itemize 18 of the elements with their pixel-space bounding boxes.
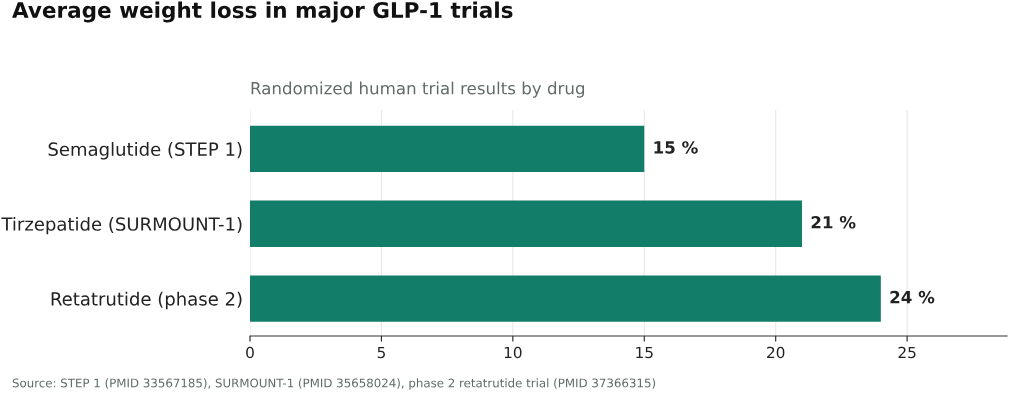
bar [250, 275, 881, 322]
x-tick-label: 25 [898, 346, 916, 359]
bar [250, 125, 645, 173]
source-note: Source: STEP 1 (PMID 33567185), SURMOUNT-1 (PMID 35658024), phase 2 retatrutide trial (PMID 37366315) [12, 378, 656, 390]
y-tick-label: Tirzepatide (SURMOUNT-1) [1, 216, 242, 235]
x-tick-label: 20 [767, 346, 785, 359]
data-label: 24 % [890, 290, 935, 304]
x-tick-label: 10 [504, 346, 522, 359]
x-tick-label: 15 [636, 346, 653, 359]
y-tick-label: Semaglutide (STEP 1) [48, 142, 242, 160]
data-label: 15 % [654, 141, 698, 154]
bar [250, 200, 802, 247]
data-label: 21 % [811, 215, 856, 229]
x-tick-label: 0 [246, 346, 254, 359]
chart-title: Average weight loss in major GLP-1 trials [12, 1, 513, 23]
chart-subtitle: Randomized human trial results by drug [251, 81, 585, 98]
x-tick-label: 5 [377, 346, 385, 359]
y-tick-label: Retatrutide (phase 2) [51, 291, 242, 310]
